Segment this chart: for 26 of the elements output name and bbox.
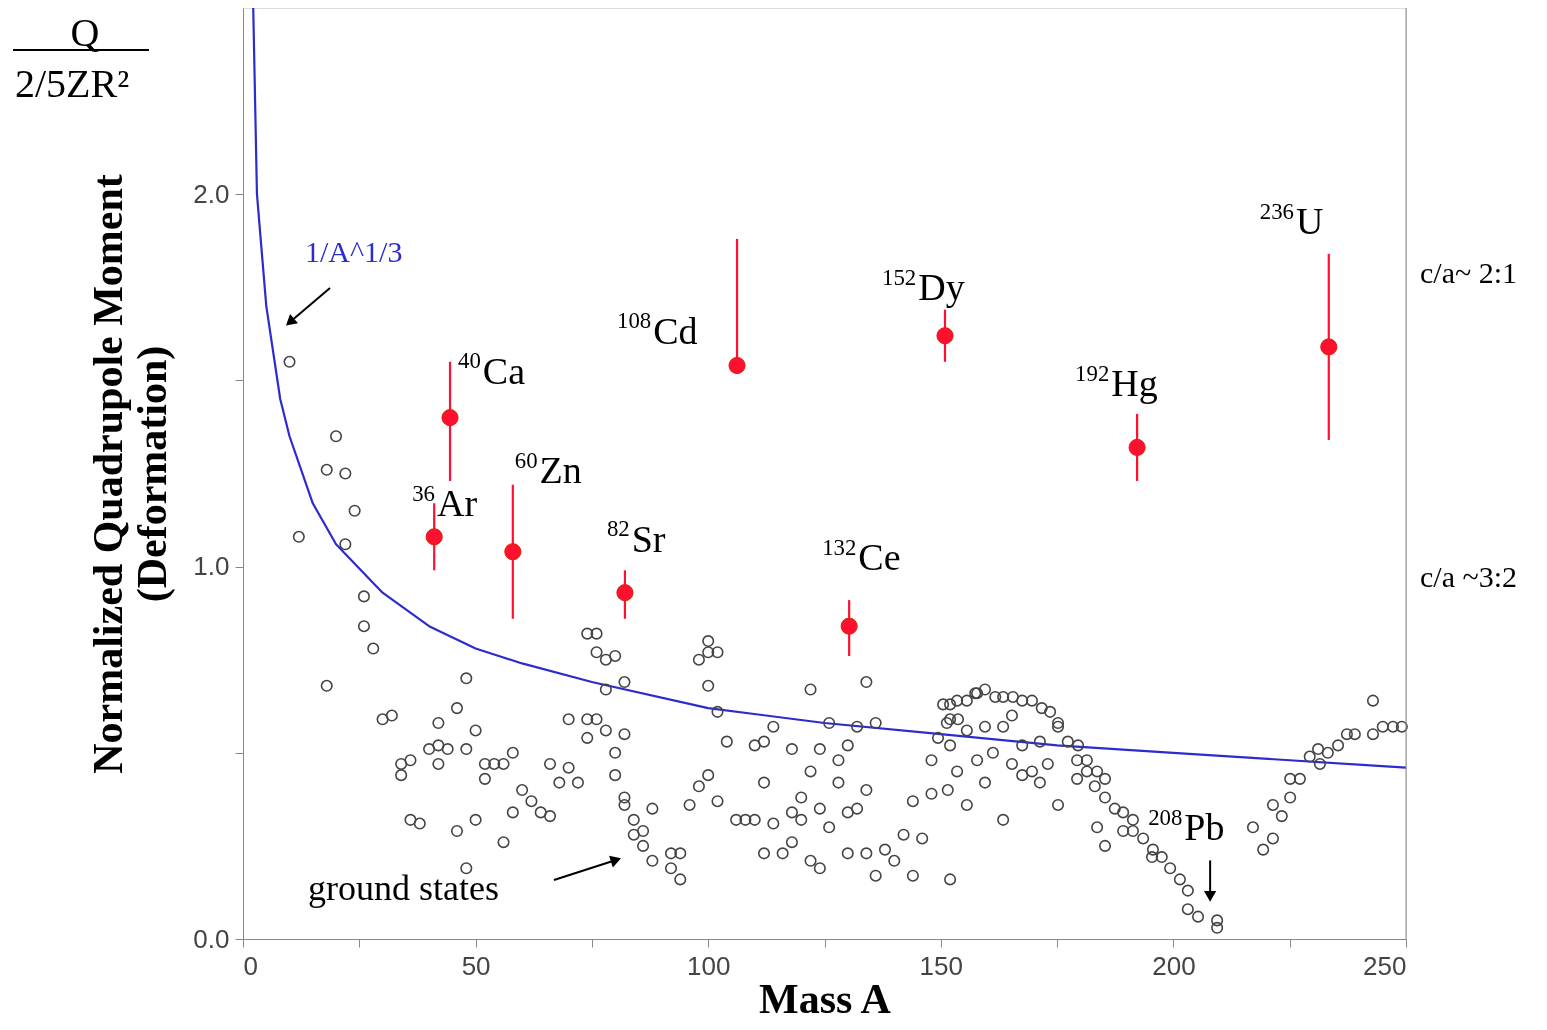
point [616,584,634,602]
point [728,356,746,375]
point [936,327,954,345]
text: 2/5ZR² [15,61,130,106]
x-tick-label: 250 [1363,950,1407,981]
point [441,409,459,427]
y-axis-title: Normalized Quadrupole Moment (Deformation) [85,174,177,774]
x-tick-label: 200 [1152,950,1196,981]
y-tick-label: 1.0 [193,551,230,582]
x-axis-title: Mass A [759,975,892,1022]
point [504,543,522,561]
x-tick-label: 50 [461,950,491,981]
annotation: ground states [308,868,499,908]
annotation: 1/A^1/3 [305,235,403,268]
x-tick-label: 100 [687,950,731,981]
point [1128,438,1146,456]
x-tick-label: 150 [919,950,963,981]
point [840,617,858,635]
x-tick-label: 0 [243,950,258,981]
y-tick-label: 0.0 [193,923,230,954]
text: c/a~ 2:1 [1420,256,1518,289]
text: c/a ~3:2 [1420,560,1518,593]
line-series [252,8,1406,769]
y-tick-label: 2.0 [193,178,230,209]
point [1320,338,1338,356]
point [425,528,443,546]
